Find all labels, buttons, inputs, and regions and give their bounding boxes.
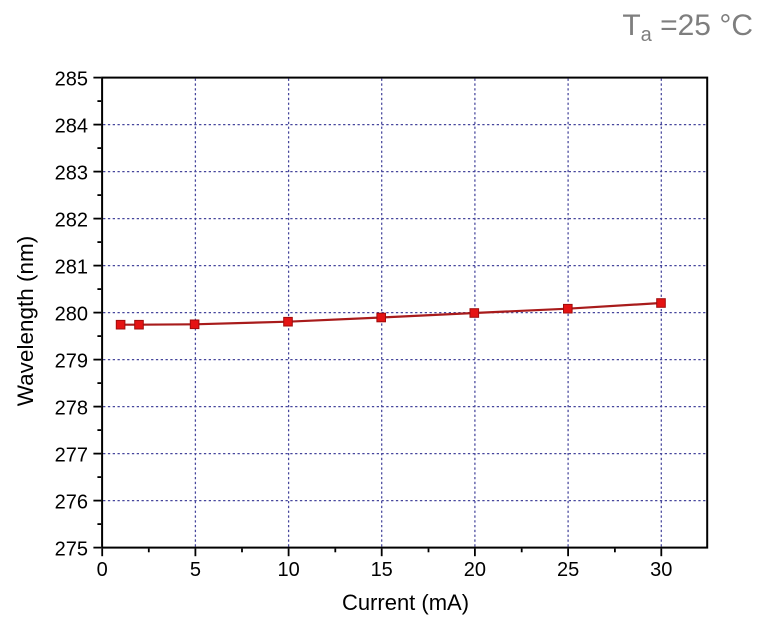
svg-text:25: 25: [557, 559, 579, 581]
svg-text:281: 281: [55, 257, 88, 279]
svg-text:277: 277: [55, 445, 88, 467]
svg-text:280: 280: [55, 304, 88, 326]
svg-text:20: 20: [464, 559, 486, 581]
svg-text:283: 283: [55, 163, 88, 185]
svg-text:5: 5: [190, 559, 201, 581]
svg-text:Wavelength (nm): Wavelength (nm): [13, 236, 38, 406]
svg-text:284: 284: [55, 116, 88, 138]
svg-text:278: 278: [55, 398, 88, 420]
svg-text:Current (mA): Current (mA): [342, 590, 469, 615]
svg-text:285: 285: [55, 69, 88, 91]
svg-text:30: 30: [650, 559, 672, 581]
svg-text:282: 282: [55, 210, 88, 232]
svg-text:279: 279: [55, 351, 88, 373]
svg-text:15: 15: [371, 559, 393, 581]
svg-text:275: 275: [55, 539, 88, 561]
svg-text:0: 0: [97, 559, 108, 581]
svg-text:10: 10: [277, 559, 299, 581]
svg-text:276: 276: [55, 492, 88, 514]
